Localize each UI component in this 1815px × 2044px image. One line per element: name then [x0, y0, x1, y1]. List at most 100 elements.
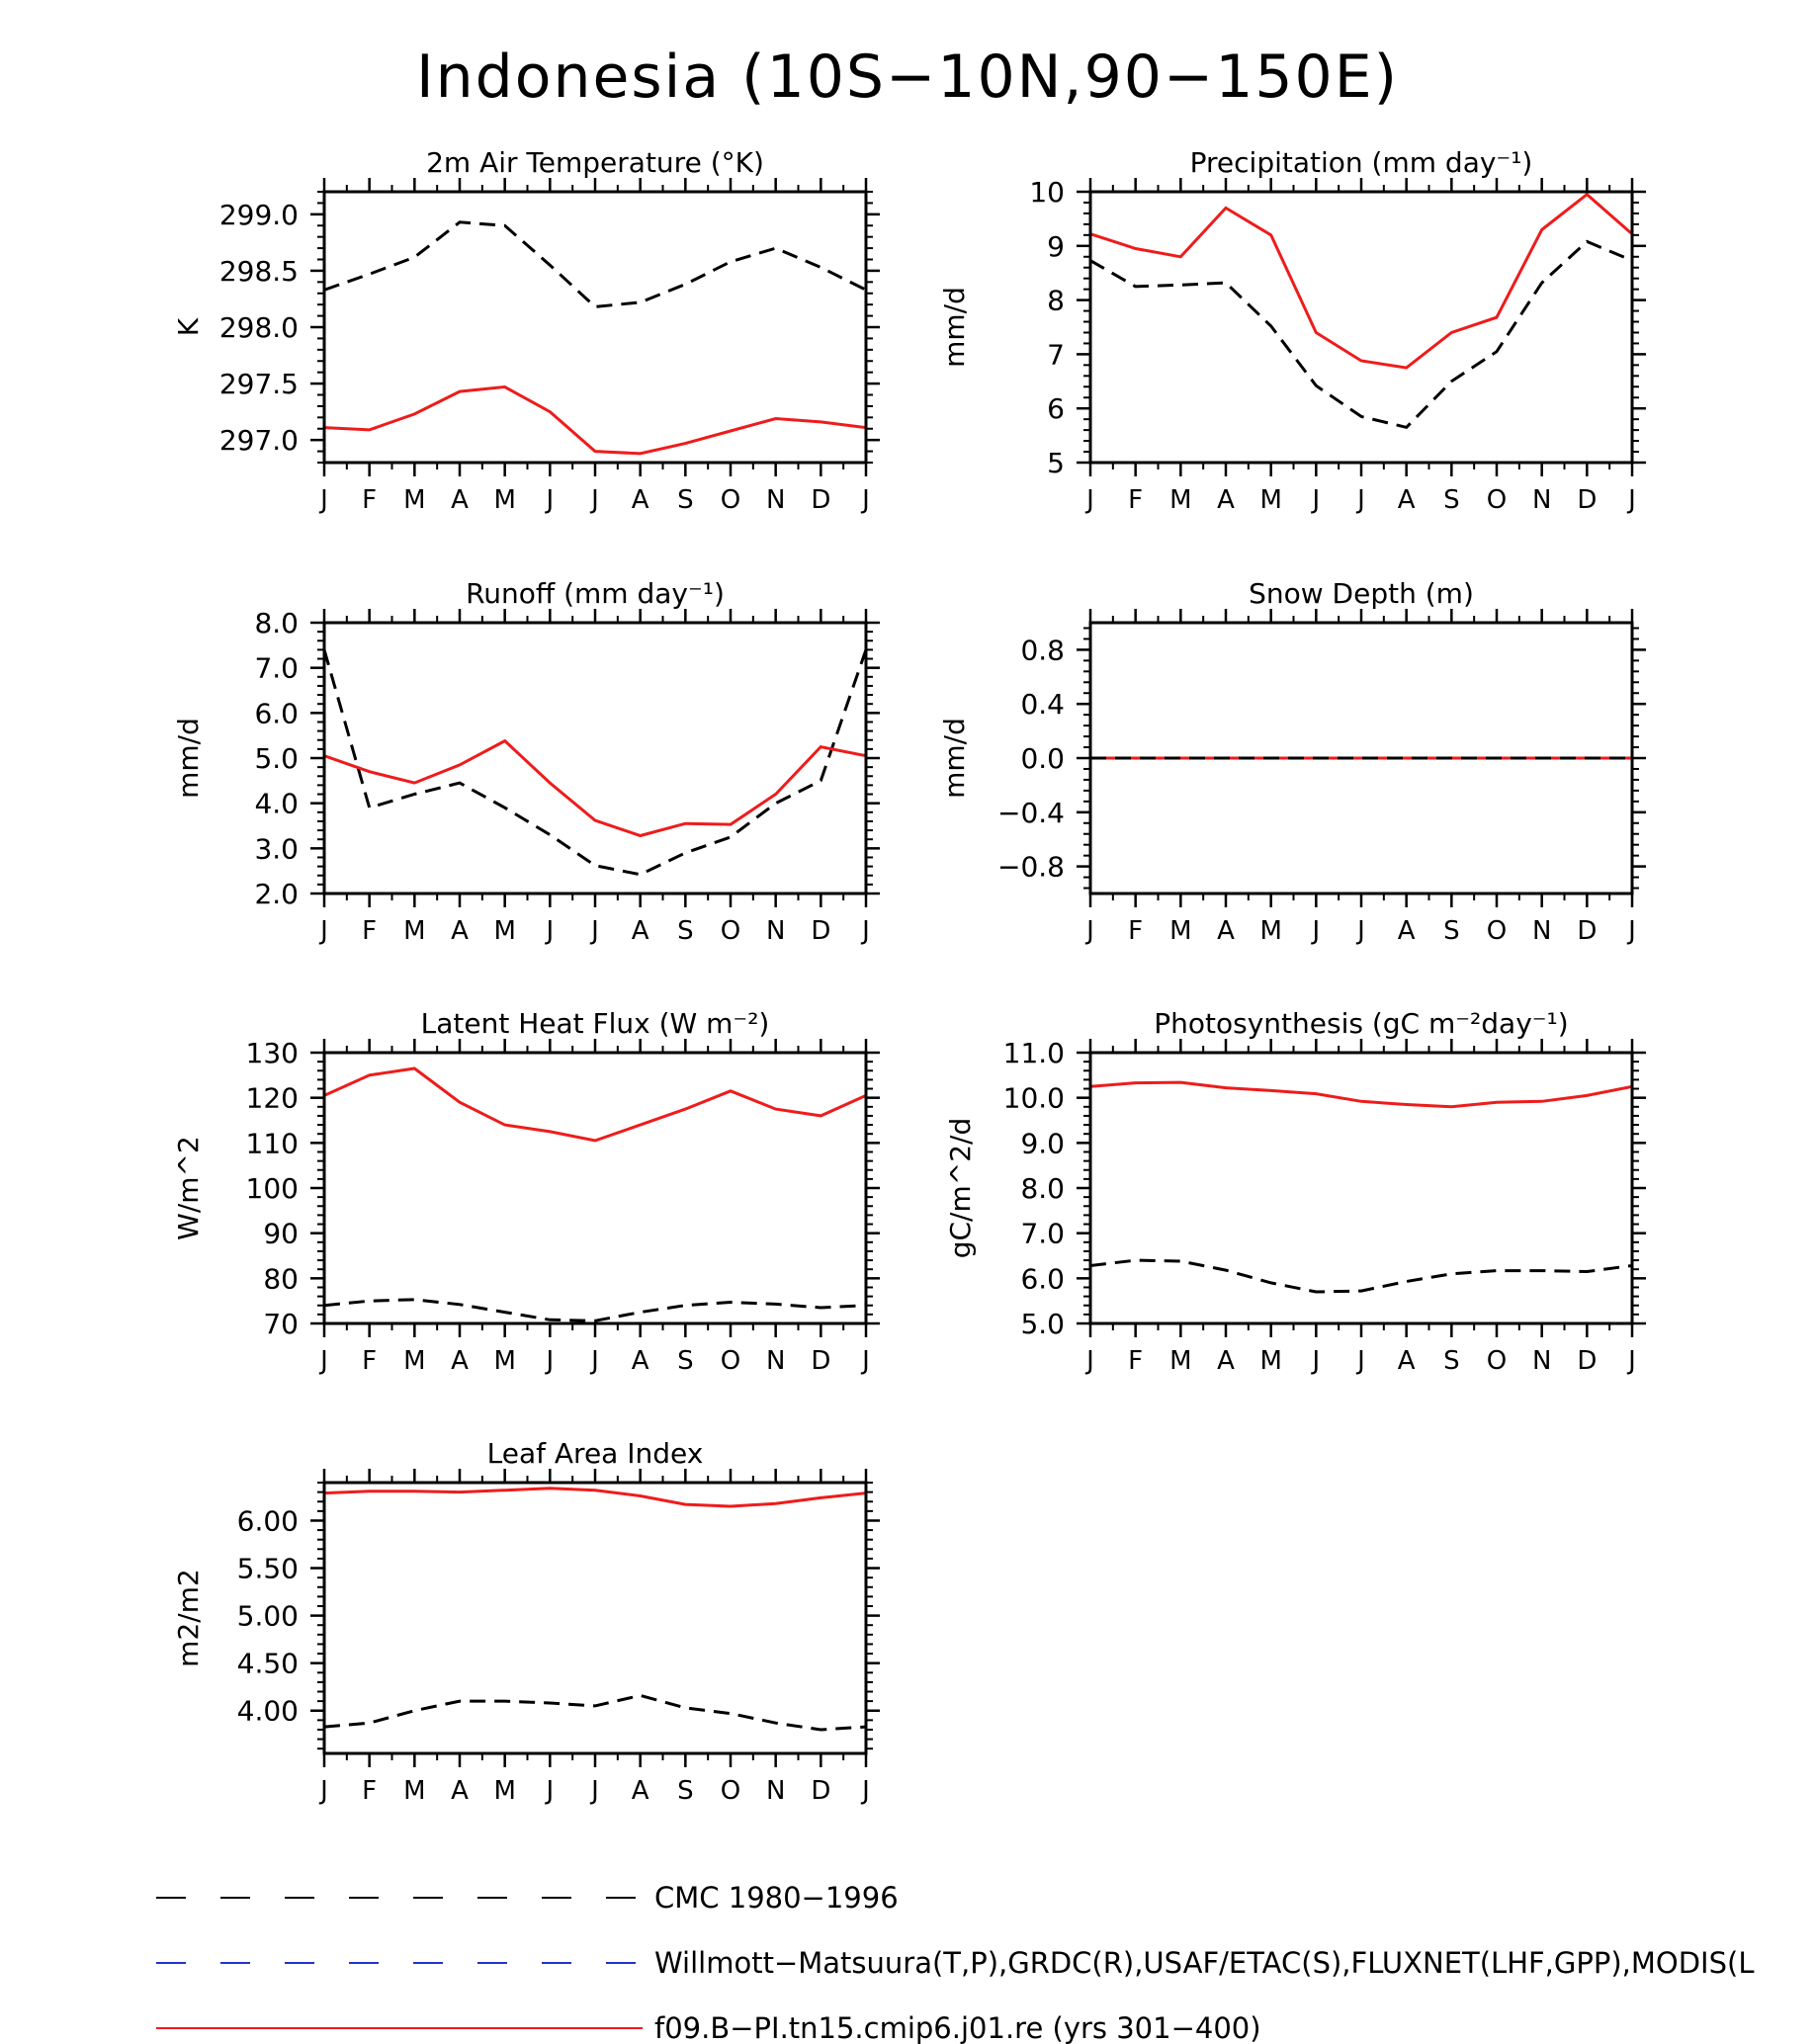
x-tick-label: A: [1217, 485, 1235, 515]
y-tick-label: 120: [246, 1082, 299, 1115]
x-tick-label: J: [544, 485, 554, 515]
x-tick-label: F: [1128, 916, 1143, 946]
model-series-line-2m-air-temperature-k: [324, 384, 866, 456]
y-tick-label: 5.0: [254, 742, 299, 775]
x-tick-label: J: [1310, 916, 1320, 946]
x-tick-label: M: [493, 1776, 515, 1806]
x-tick-label: O: [1487, 1346, 1507, 1376]
x-tick-label: J: [318, 1776, 328, 1806]
x-tick-label: M: [1169, 485, 1191, 515]
x-tick-label: J: [1310, 1346, 1320, 1376]
x-tick-label: M: [1259, 916, 1281, 946]
x-tick-label: A: [1398, 916, 1416, 946]
x-tick-label: F: [362, 916, 377, 946]
y-tick-label: −0.8: [997, 851, 1065, 884]
y-tick-label: 6.0: [254, 697, 299, 729]
y-axis-label: mm/d: [172, 718, 205, 799]
y-tick-label: 4.00: [237, 1695, 299, 1728]
y-tick-label: 7.0: [1020, 1218, 1065, 1250]
x-tick-label: M: [1169, 916, 1191, 946]
x-tick-label: S: [677, 1776, 694, 1806]
x-tick-label: A: [451, 916, 469, 946]
x-tick-label: J: [589, 485, 599, 515]
y-axis-label: m2/m2: [172, 1569, 205, 1667]
x-tick-label: J: [1355, 485, 1365, 515]
x-tick-label: J: [1310, 485, 1320, 515]
y-tick-label: 297.5: [219, 368, 299, 400]
y-tick-label: 298.0: [219, 311, 299, 344]
plot-frame: [1088, 190, 1634, 465]
model-series-line-latent-heat-flux-w-m: [324, 1066, 866, 1143]
y-tick-label: 3.0: [254, 832, 299, 865]
x-tick-label: F: [1128, 485, 1143, 515]
x-tick-label: F: [1128, 1346, 1143, 1376]
chart-panels: J F M A M J J A S O N D J297.0297.5298.0298.5299.02m…: [172, 146, 1646, 1806]
plot-frame: [322, 621, 868, 895]
y-tick-label: 6.00: [237, 1504, 299, 1537]
x-tick-label: J: [1626, 1346, 1636, 1376]
y-tick-label: 8.0: [1020, 1172, 1065, 1205]
x-tick-label: A: [451, 485, 469, 515]
y-tick-label: 4.0: [254, 788, 299, 820]
x-tick-label: S: [677, 916, 694, 946]
y-tick-label: 130: [246, 1037, 299, 1069]
legend-label: f09.B−PI.tn15.cmip6.j01.re (yrs 301−400): [654, 2011, 1261, 2044]
y-axis-label: mm/d: [938, 287, 971, 368]
x-tick-label: J: [1626, 916, 1636, 946]
cmc-series-line-latent-heat-flux-w-m: [324, 1298, 866, 1322]
x-tick-label: J: [589, 1346, 599, 1376]
panel-title: Precipitation (mm day⁻¹): [1190, 146, 1533, 179]
y-tick-label: 0.8: [1020, 634, 1065, 666]
x-tick-label: D: [811, 1776, 830, 1806]
x-tick-label: O: [1487, 916, 1507, 946]
y-tick-label: 10.0: [1003, 1082, 1065, 1115]
x-tick-label: A: [632, 916, 649, 946]
legend-label: Willmott−Matsuura(T,P),GRDC(R),USAF/ETAC…: [654, 1946, 1755, 1980]
y-tick-label: −0.4: [997, 797, 1065, 829]
legend: CMC 1980−1996 Willmott−Matsuura(T,P),GRDC…: [156, 1881, 1755, 2044]
y-axis-label: mm/d: [938, 718, 971, 799]
x-tick-label: A: [1398, 485, 1416, 515]
plot-frame: [322, 1051, 868, 1325]
panel-title: Snow Depth (m): [1249, 577, 1474, 610]
x-tick-label: M: [1169, 1346, 1191, 1376]
x-tick-label: M: [493, 1346, 515, 1376]
x-tick-label: A: [632, 1346, 649, 1376]
x-tick-label: O: [721, 916, 740, 946]
plot-frame: [1088, 1051, 1634, 1325]
y-tick-label: 0.4: [1020, 688, 1065, 721]
legend-label: CMC 1980−1996: [654, 1881, 899, 1915]
x-tick-label: F: [362, 1346, 377, 1376]
x-tick-label: M: [403, 1346, 425, 1376]
x-tick-label: J: [544, 916, 554, 946]
x-tick-label: D: [811, 485, 830, 515]
y-tick-label: 100: [246, 1172, 299, 1205]
cmc-series-line-leaf-area-index: [324, 1693, 866, 1732]
x-tick-label: J: [589, 1776, 599, 1806]
y-tick-label: 110: [246, 1127, 299, 1159]
y-tick-label: 299.0: [219, 199, 299, 231]
panel-title: Photosynthesis (gC m⁻²day⁻¹): [1154, 1007, 1568, 1040]
y-tick-label: 80: [263, 1262, 299, 1295]
y-tick-label: 11.0: [1003, 1037, 1065, 1069]
x-tick-label: F: [362, 1776, 377, 1806]
x-tick-label: D: [1577, 1346, 1597, 1376]
y-tick-label: 6.0: [1020, 1262, 1065, 1295]
plot-frame: [322, 190, 868, 465]
figure-title: Indonesia (10S−10N,90−150E): [416, 43, 1399, 112]
y-tick-label: 7.0: [254, 652, 299, 685]
x-tick-label: J: [860, 485, 870, 515]
y-tick-label: 10: [1029, 176, 1065, 209]
x-tick-label: J: [1355, 1346, 1365, 1376]
x-tick-label: F: [362, 485, 377, 515]
x-tick-label: J: [860, 1346, 870, 1376]
x-tick-label: J: [544, 1776, 554, 1806]
x-tick-label: J: [589, 916, 599, 946]
cmc-series-line-runoff-mm-day: [324, 648, 866, 877]
x-tick-label: N: [1532, 485, 1551, 515]
chart-runoff-mm-day: J F M A M J J A S O N D J2.03.04.05.06.07.08.0Runoff…: [172, 577, 880, 946]
